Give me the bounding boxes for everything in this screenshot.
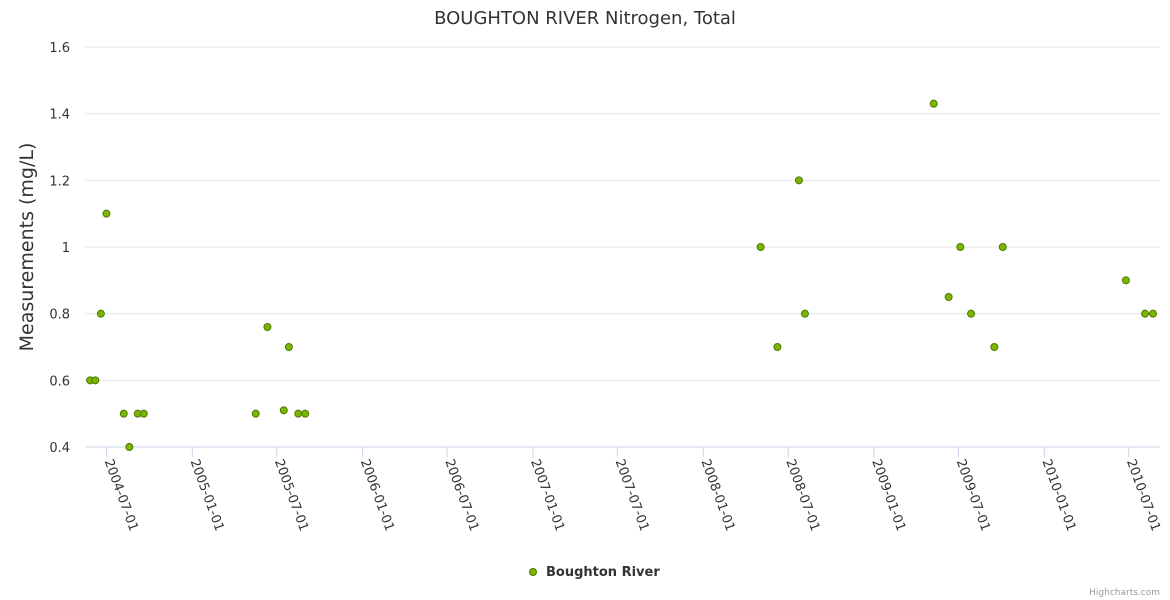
data-point[interactable]	[251, 409, 260, 418]
legend-item-boughton-river[interactable]: Boughton River	[529, 565, 661, 580]
x-tick-label: 2005-07-01	[271, 457, 311, 533]
data-point[interactable]	[125, 443, 134, 451]
x-tick-label: 2005-01-01	[187, 457, 227, 533]
x-tick-label: 2009-01-01	[868, 457, 908, 533]
credits-link[interactable]: Highcharts.com	[1089, 588, 1160, 598]
y-tick-label: 0.8	[49, 308, 70, 323]
x-tick-label: 2007-07-01	[612, 457, 652, 533]
data-point[interactable]	[263, 323, 272, 331]
x-tick-label: 2010-07-01	[1123, 457, 1163, 533]
y-tick-label: 1.2	[49, 174, 70, 189]
data-point[interactable]	[956, 243, 965, 251]
data-point[interactable]	[990, 343, 999, 351]
legend-label: Boughton River	[546, 565, 660, 580]
x-tick-label: 2008-07-01	[782, 457, 822, 533]
data-point[interactable]	[91, 376, 100, 385]
x-tick-label: 2009-07-01	[953, 457, 993, 533]
data-point[interactable]	[139, 409, 148, 418]
data-point[interactable]	[800, 309, 809, 318]
y-tick-label: 0.6	[49, 374, 70, 389]
data-point[interactable]	[1121, 276, 1130, 285]
x-tick-label: 2007-01-01	[527, 457, 567, 533]
x-tick-label: 2004-07-01	[101, 457, 141, 533]
chart-title: BOUGHTON RIVER Nitrogen, Total	[434, 8, 736, 29]
data-point[interactable]	[944, 293, 953, 301]
data-point[interactable]	[279, 406, 288, 415]
data-point[interactable]	[119, 409, 128, 418]
data-point[interactable]	[967, 309, 976, 318]
x-tick-label: 2010-01-01	[1039, 457, 1079, 533]
x-tick-label: 2006-01-01	[357, 457, 397, 533]
data-point[interactable]	[102, 209, 111, 218]
y-axis-ticks: 0.4 0.6 0.8 1 1.2 1.4 1.6	[49, 41, 70, 456]
data-point[interactable]	[1149, 309, 1158, 318]
y-tick-label: 1.4	[49, 108, 70, 123]
data-point[interactable]	[756, 243, 765, 251]
y-axis-label: Measurements (mg/L)	[16, 143, 38, 352]
data-point[interactable]	[284, 343, 293, 351]
data-point[interactable]	[773, 343, 782, 351]
y-tick-label: 0.4	[49, 441, 70, 456]
data-point[interactable]	[96, 309, 105, 318]
data-point[interactable]	[794, 176, 803, 185]
x-tick-label: 2006-07-01	[441, 457, 481, 533]
y-tick-label: 1.6	[49, 41, 70, 56]
x-tick-label: 2008-01-01	[697, 457, 737, 533]
data-point[interactable]	[929, 99, 938, 108]
data-points	[86, 99, 1158, 451]
data-point[interactable]	[301, 409, 310, 418]
legend-marker-icon	[529, 568, 537, 576]
y-tick-label: 1	[62, 241, 70, 256]
grid-lines	[85, 46, 1160, 381]
data-point[interactable]	[294, 409, 303, 418]
data-point[interactable]	[998, 243, 1007, 251]
x-axis-ticks: 2004-07-01 2005-01-01 2005-07-01 2006-01-01…	[101, 447, 1163, 533]
data-point[interactable]	[1141, 309, 1150, 318]
